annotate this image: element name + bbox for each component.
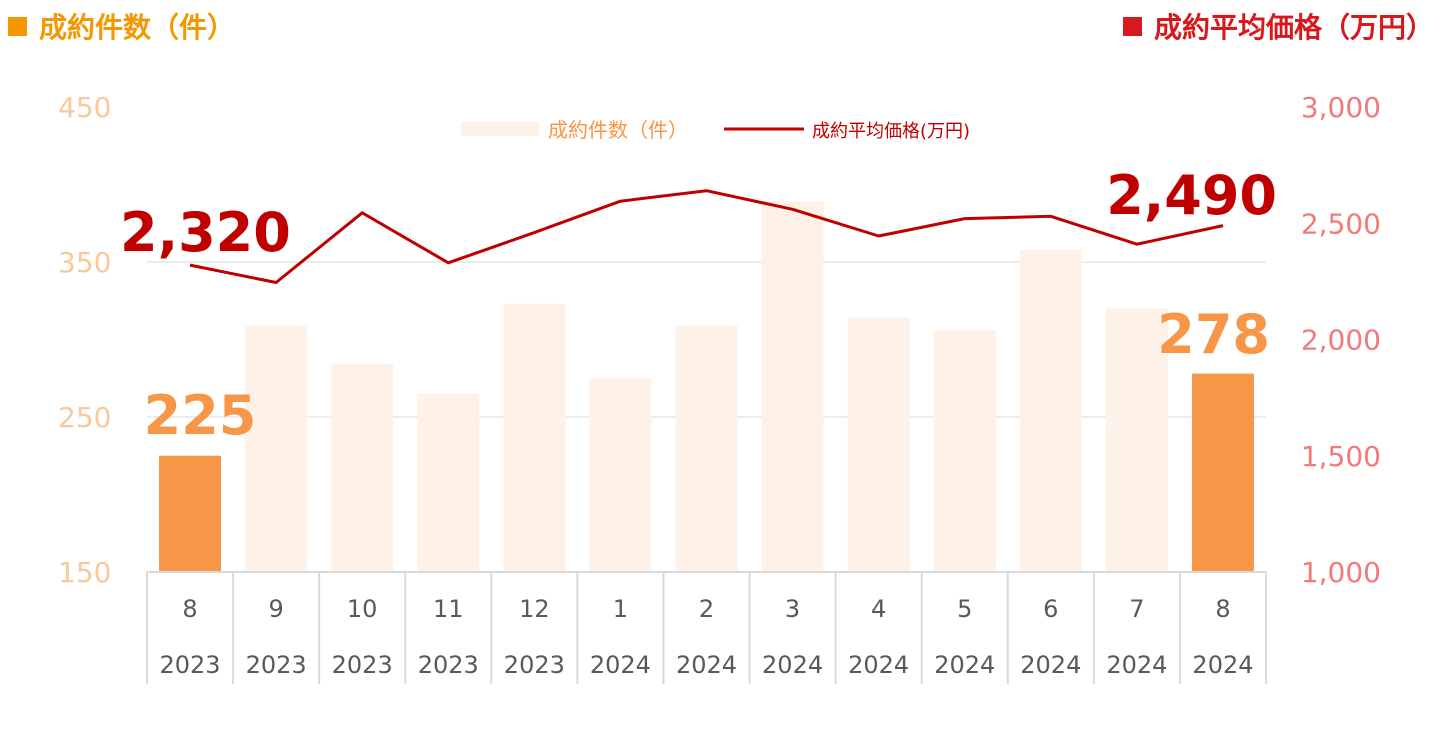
month-label: 6 [1043,595,1058,623]
bar [331,364,394,572]
right-axis-tick-label: 1,500 [1301,440,1381,473]
right-axis-tick-label: 1,000 [1301,556,1381,589]
bar [245,325,308,572]
year-label: 2024 [848,651,909,679]
year-label: 2024 [1020,651,1081,679]
month-label: 8 [1215,595,1230,623]
year-label: 2024 [1106,651,1167,679]
year-label: 2023 [504,651,565,679]
legend-bar-label: 成約件数（件） [548,118,688,142]
month-label: 3 [785,595,800,623]
month-label: 1 [613,595,628,623]
left-axis-tick-label: 150 [58,556,111,589]
bar [1105,308,1168,572]
month-label: 4 [871,595,886,623]
legend-bar-swatch [461,122,539,136]
red-square-icon [1122,16,1142,36]
right-axis-tick-label: 2,000 [1301,324,1381,357]
left-axis-tick-label: 450 [58,91,111,124]
left-axis-tick-label: 250 [58,401,111,434]
year-label: 2023 [246,651,307,679]
count-axis-header-label: 成約件数（件） [39,11,236,44]
year-label: 2024 [934,651,995,679]
right-axis-tick-label: 2,500 [1301,207,1381,240]
year-label: 2024 [676,651,737,679]
month-label: 2 [699,595,714,623]
left-axis-tick-label: 350 [58,246,111,279]
month-label: 10 [347,595,378,623]
right-axis-tick-label: 3,000 [1301,91,1381,124]
bar [761,201,824,573]
year-label: 2023 [418,651,479,679]
month-label: 9 [268,595,283,623]
price-axis-header: 成約平均価格（万円） [1122,6,1434,46]
count-callout-end: 278 [1157,303,1270,366]
bar [847,317,910,572]
price-callout-end: 2,490 [1106,164,1277,227]
count-axis-header: 成約件数（件） [8,6,235,46]
highlight-bar [159,455,222,572]
month-label: 7 [1129,595,1144,623]
bar [503,303,566,572]
bar [589,378,652,572]
bar [675,325,738,572]
bar [417,393,480,572]
month-label: 12 [519,595,550,623]
year-label: 2023 [332,651,393,679]
bar [1019,249,1082,572]
month-label: 11 [433,595,464,623]
year-label: 2024 [762,651,823,679]
year-label: 2024 [1192,651,1253,679]
count-callout-start: 225 [144,384,257,447]
price-axis-header-label: 成約平均価格（万円） [1153,11,1434,44]
highlight-bar [1191,373,1254,572]
year-label: 2024 [590,651,651,679]
month-label: 8 [182,595,197,623]
legend-line-label: 成約平均価格(万円) [812,121,970,142]
orange-square-icon [8,16,27,36]
price-callout-start: 2,320 [120,201,291,264]
year-label: 2023 [159,651,220,679]
month-label: 5 [957,595,972,623]
bar [933,330,996,572]
